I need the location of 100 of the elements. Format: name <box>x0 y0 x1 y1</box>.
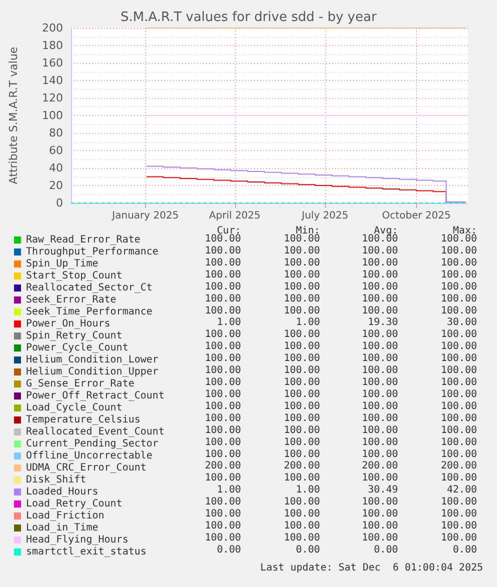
legend-label: Raw_Read_Error_Rate <box>26 234 140 246</box>
text: 100.00 <box>440 532 477 544</box>
text: 100.00 <box>362 472 398 484</box>
text: 100.00 <box>362 496 398 508</box>
text: 100.00 <box>284 329 320 340</box>
text: 100.00 <box>284 388 320 400</box>
text: 100.00 <box>284 377 320 388</box>
y-tick-label: 0 <box>56 196 63 210</box>
y-tick-label: 20 <box>49 179 63 192</box>
legend-label: Seek_Time_Performance <box>26 306 152 318</box>
text: 100.00 <box>204 245 241 256</box>
text: 100.00 <box>362 388 398 400</box>
text: 100.00 <box>204 353 241 364</box>
text: 100.00 <box>284 365 320 376</box>
text: 0.00 <box>216 544 241 556</box>
text: 100.00 <box>440 305 477 316</box>
y-tick-label: 40 <box>49 162 63 174</box>
text: 100.00 <box>440 269 477 280</box>
text: 1.00 <box>216 484 241 496</box>
text: 100.00 <box>204 305 241 316</box>
legend-label: Load_in_Time <box>26 522 98 534</box>
x-tick-label: July 2025 <box>300 210 348 222</box>
legend-label: Start_Stop_Count <box>26 270 122 282</box>
legend-label: Load_Cycle_Count <box>26 402 122 414</box>
text: 100.00 <box>440 329 477 340</box>
text: 100.00 <box>440 508 477 520</box>
text: Last update: Sat Dec 6 01:00:04 2025 <box>260 562 484 574</box>
y-tick-label: 120 <box>42 92 63 104</box>
legend-label: Spin_Retry_Count <box>26 330 122 342</box>
legend-label: Load_Retry_Count <box>26 498 122 510</box>
text: 100.00 <box>362 269 398 280</box>
text: 100.00 <box>440 520 477 532</box>
text: 100.00 <box>204 424 241 436</box>
text: 100.00 <box>284 532 320 544</box>
text: 100.00 <box>362 329 398 340</box>
text: 100.00 <box>204 532 241 544</box>
legend-label: Load_Friction <box>26 510 104 522</box>
text: 100.00 <box>440 234 477 244</box>
legend-label: Power_Cycle_Count <box>26 342 128 354</box>
text: 100.00 <box>440 388 477 400</box>
x-tick-label: January 2025 <box>111 210 179 222</box>
legend-label: Temperature_Celsius <box>26 414 140 426</box>
legend-label: UDMA_CRC_Error_Count <box>26 462 146 474</box>
legend-label: Helium_Condition_Upper <box>26 366 158 378</box>
text: 100.00 <box>362 400 398 412</box>
legend-label: Reallocated_Event_Count <box>26 426 164 438</box>
text: 0.00 <box>374 544 398 556</box>
text: 100.00 <box>284 400 320 412</box>
text: 100.00 <box>204 388 241 400</box>
text: 100.00 <box>440 436 477 448</box>
legend-label: Reallocated_Sector_Ct <box>26 282 152 294</box>
text: 100.00 <box>284 281 320 292</box>
legend-label: Power_On_Hours <box>26 318 110 330</box>
text: 200.00 <box>284 460 320 472</box>
text: 100.00 <box>440 341 477 352</box>
text: 100.00 <box>204 365 241 376</box>
text: 100.00 <box>440 424 477 436</box>
text: 100.00 <box>204 257 241 268</box>
text: 100.00 <box>204 269 241 280</box>
text: 100.00 <box>284 424 320 436</box>
text: 100.00 <box>284 234 320 244</box>
text: 100.00 <box>362 412 398 424</box>
legend-label: Current_Pending_Sector <box>26 438 158 450</box>
text: 100.00 <box>362 436 398 448</box>
text: 100.00 <box>440 365 477 376</box>
legend-label: Power_Off_Retract_Count <box>26 390 164 402</box>
text: 100.00 <box>440 496 477 508</box>
text: 19.30 <box>368 317 398 328</box>
legend-label: Spin_Up_Time <box>26 258 98 270</box>
text: 100.00 <box>362 245 398 256</box>
text: 100.00 <box>204 281 241 292</box>
text: 100.00 <box>362 234 398 244</box>
text: 100.00 <box>284 508 320 520</box>
legend-label: G_Sense_Error_Rate <box>26 378 134 390</box>
text: 200.00 <box>204 460 241 472</box>
legend-label: Offline_Uncorrectable <box>26 450 152 462</box>
text: 100.00 <box>362 532 398 544</box>
text: 100.00 <box>440 448 477 460</box>
text: 100.00 <box>204 520 241 532</box>
text: 100.00 <box>204 496 241 508</box>
x-tick-label: April 2025 <box>209 210 261 222</box>
y-tick-label: 200 <box>42 22 63 34</box>
text: 100.00 <box>362 353 398 364</box>
text: 1.00 <box>296 317 320 328</box>
text: 100.00 <box>284 472 320 484</box>
text: 100.00 <box>362 448 398 460</box>
text: 100.00 <box>362 508 398 520</box>
text: 100.00 <box>284 448 320 460</box>
text: 100.00 <box>204 412 241 424</box>
legend-label: Loaded_Hours <box>26 486 98 498</box>
text: 100.00 <box>204 293 241 304</box>
y-tick-label: 100 <box>42 109 63 122</box>
text: 100.00 <box>204 472 241 484</box>
text: 100.00 <box>362 293 398 304</box>
text: 100.00 <box>284 257 320 268</box>
text: 100.00 <box>284 496 320 508</box>
text: 100.00 <box>204 341 241 352</box>
y-tick-label: 160 <box>42 56 63 70</box>
chart-title: S.M.A.R.T values for drive sdd - by year <box>120 10 378 25</box>
text: 100.00 <box>284 412 320 424</box>
